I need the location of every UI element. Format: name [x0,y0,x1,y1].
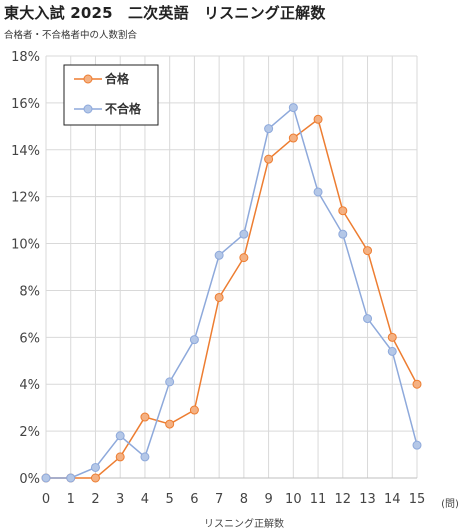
legend: 合格 不合格 [63,64,159,126]
data-point [140,412,150,422]
x-tick-label: 14 [384,492,401,507]
y-tick-label: 14% [11,144,40,159]
data-point [140,452,150,462]
grid-lines [45,55,418,479]
x-tick-label: 7 [215,492,223,507]
data-point [412,379,422,389]
data-point [387,332,397,342]
data-point [338,206,348,216]
data-point [239,253,249,263]
legend-marker-passed [83,74,93,84]
data-point [214,250,224,260]
legend-label-failed: 不合格 [105,101,142,116]
y-tick-label: 6% [19,331,40,346]
data-point [214,292,224,302]
y-tick-label: 10% [11,238,40,253]
y-tick-label: 12% [11,191,40,206]
data-point [363,314,373,324]
x-tick-label: 11 [310,492,327,507]
chart-title: 東大入試 2025 二次英語 リスニング正解数 [4,4,326,22]
data-point [165,377,175,387]
x-tick-label: 5 [166,492,174,507]
data-point [363,246,373,256]
x-tick-label: 0 [42,492,50,507]
data-point [90,462,100,472]
x-tick-label: 3 [116,492,124,507]
x-tick-label: 1 [67,492,75,507]
data-point [313,114,323,124]
series-passed [41,114,422,483]
data-point [288,133,298,143]
legend-marker-failed [83,104,93,114]
y-tick-label: 4% [19,378,40,393]
x-tick-label: 15 [409,492,426,507]
x-tick-label: 8 [240,492,248,507]
data-point [264,154,274,164]
legend-box [63,64,159,126]
series-failed [41,103,422,483]
data-point [239,229,249,239]
data-point [115,431,125,441]
y-tick-label: 8% [19,284,40,299]
data-point [90,473,100,483]
data-point [313,187,323,197]
axes: 0%2%4%6%8%10%12%14%16%18%0 1 2 3 4 5 6 7 8 9 10 11 1… [11,50,425,507]
data-point [165,419,175,429]
y-tick-label: 0% [19,472,40,487]
data-point [288,103,298,113]
y-tick-label: 16% [11,97,40,112]
x-tick-label: 2 [91,492,99,507]
data-point [264,124,274,134]
x-tick-label: 6 [190,492,198,507]
series-layer [41,103,422,483]
legend-label-passed: 合格 [105,71,130,86]
x-tick-label: 10 [285,492,302,507]
data-point [189,405,199,415]
y-tick-label: 2% [19,425,40,440]
x-axis-label: リスニング正解数 [204,517,284,530]
data-point [412,440,422,450]
data-point [387,346,397,356]
x-axis-unit: (問) [441,498,459,510]
chart-subtitle: 合格者・不合格者中の人数割合 [4,30,138,41]
data-point [115,452,125,462]
x-tick-label: 13 [359,492,376,507]
data-point [41,473,51,483]
x-tick-label: 12 [335,492,352,507]
data-point [66,473,76,483]
series-line [46,106,418,479]
x-tick-label: 4 [141,492,149,507]
data-point [189,335,199,345]
x-tick-label: 9 [264,492,272,507]
series-line [46,118,418,479]
y-tick-label: 18% [11,50,40,65]
data-point [338,229,348,239]
